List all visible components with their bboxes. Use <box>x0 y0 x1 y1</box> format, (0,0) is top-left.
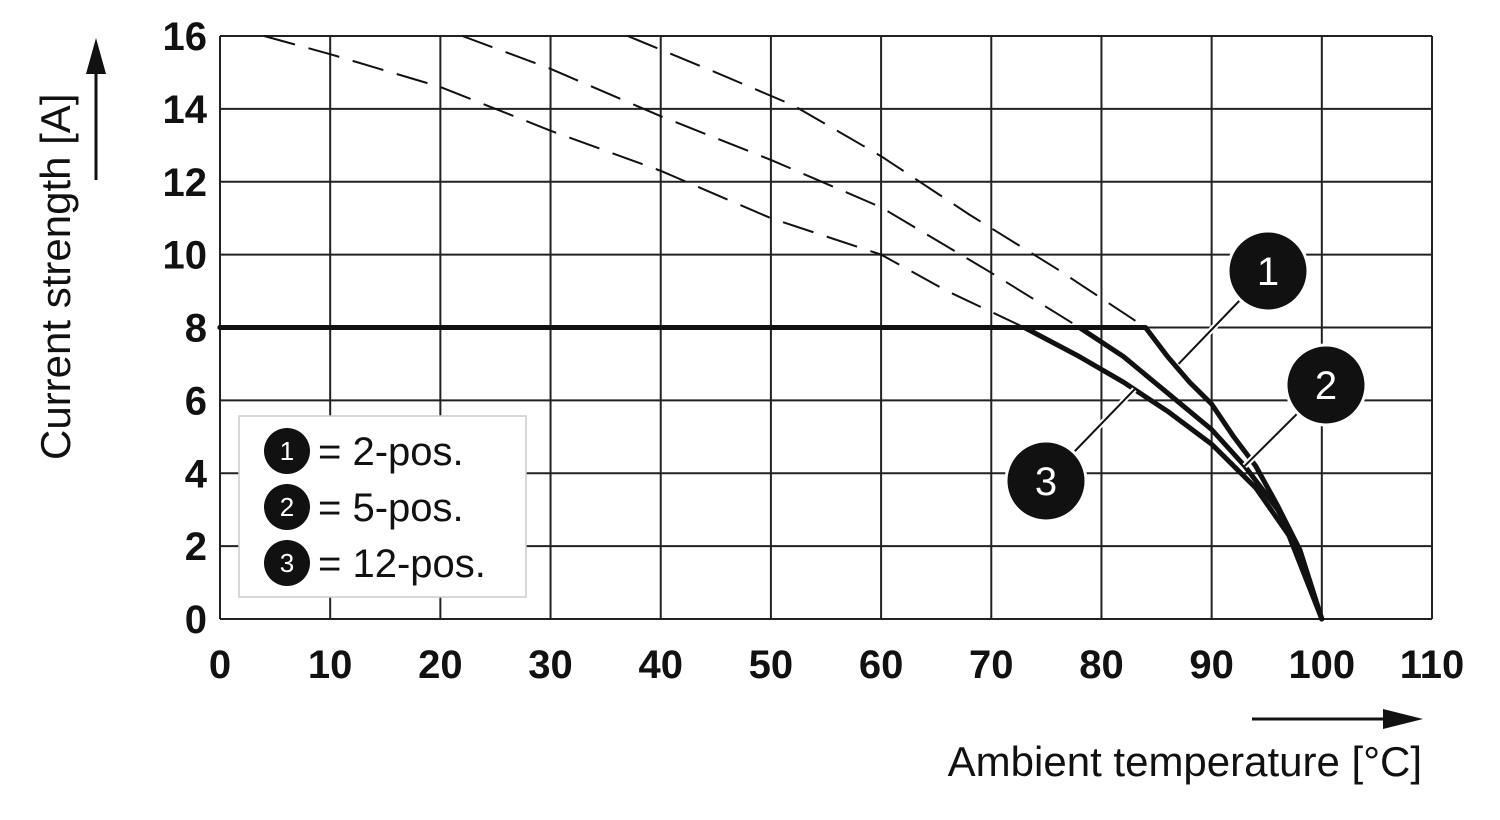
legend-badge-3 <box>264 540 310 586</box>
y-tick-label-8: 16 <box>163 15 208 59</box>
series-3-solid-line <box>217 325 1325 622</box>
y-axis-arrow <box>86 38 106 180</box>
legend-badge-label-3: 3 <box>280 548 294 578</box>
x-tick-labels: 0 10 20 30 40 50 60 70 80 90 100 110 <box>209 643 1464 687</box>
callout-2-badge <box>1284 343 1368 427</box>
callout-3-label: 3 <box>1035 460 1057 504</box>
series-lines <box>217 35 1325 622</box>
callout-3-badge <box>1004 439 1088 523</box>
x-tick-label-4: 40 <box>638 643 683 687</box>
x-tick-label-1: 10 <box>308 643 353 687</box>
x-tick-label-7: 70 <box>969 643 1014 687</box>
x-tick-label-8: 80 <box>1079 643 1124 687</box>
y-tick-label-5: 10 <box>163 234 208 278</box>
y-tick-label-4: 8 <box>185 307 207 351</box>
callout-1-label: 1 <box>1257 250 1279 294</box>
y-tick-label-7: 14 <box>163 88 208 132</box>
callout-2-label: 2 <box>1315 364 1337 408</box>
legend-items: 1 = 2-pos. 2 = 5-pos. 3 = 12-pos. <box>264 428 486 586</box>
series-2-solid-line <box>217 325 1325 622</box>
x-tick-label-2: 20 <box>418 643 463 687</box>
x-tick-label-0: 0 <box>209 643 231 687</box>
y-tick-label-3: 6 <box>185 379 207 423</box>
y-tick-labels: 0 2 4 6 8 10 12 14 16 <box>163 15 208 642</box>
x-tick-label-11: 110 <box>1400 643 1465 687</box>
y-tick-label-1: 2 <box>185 525 207 569</box>
legend-badge-2 <box>264 484 310 530</box>
y-tick-label-6: 12 <box>163 161 208 205</box>
series-callouts: 1 2 3 <box>1004 229 1368 523</box>
y-tick-label-2: 4 <box>185 452 208 496</box>
x-tick-label-10: 100 <box>1288 643 1355 687</box>
x-axis-arrow <box>1252 709 1423 729</box>
legend-badge-label-2: 2 <box>280 492 294 522</box>
x-axis-title: Ambient temperature [°C] <box>948 738 1422 785</box>
series-3-dashed-line <box>263 35 1025 329</box>
x-tick-label-6: 60 <box>859 643 904 687</box>
y-axis-title: Current strength [A] <box>32 94 79 461</box>
legend-badge-label-1: 1 <box>280 436 294 466</box>
y-tick-label-0: 0 <box>185 598 207 642</box>
x-tick-label-5: 50 <box>749 643 794 687</box>
legend-label-1: = 2-pos. <box>318 430 464 474</box>
x-tick-label-9: 90 <box>1189 643 1234 687</box>
legend-label-2: = 5-pos. <box>318 486 464 530</box>
legend-label-3: = 12-pos. <box>318 542 486 586</box>
legend-box: 1 = 2-pos. 2 = 5-pos. 3 = 12-pos. <box>238 415 527 598</box>
series-2-dashed-line <box>462 35 1080 329</box>
legend-badge-1 <box>264 428 310 474</box>
x-tick-label-3: 30 <box>528 643 573 687</box>
callout-1-badge <box>1226 229 1310 313</box>
series-1-dashed-line <box>627 35 1147 329</box>
